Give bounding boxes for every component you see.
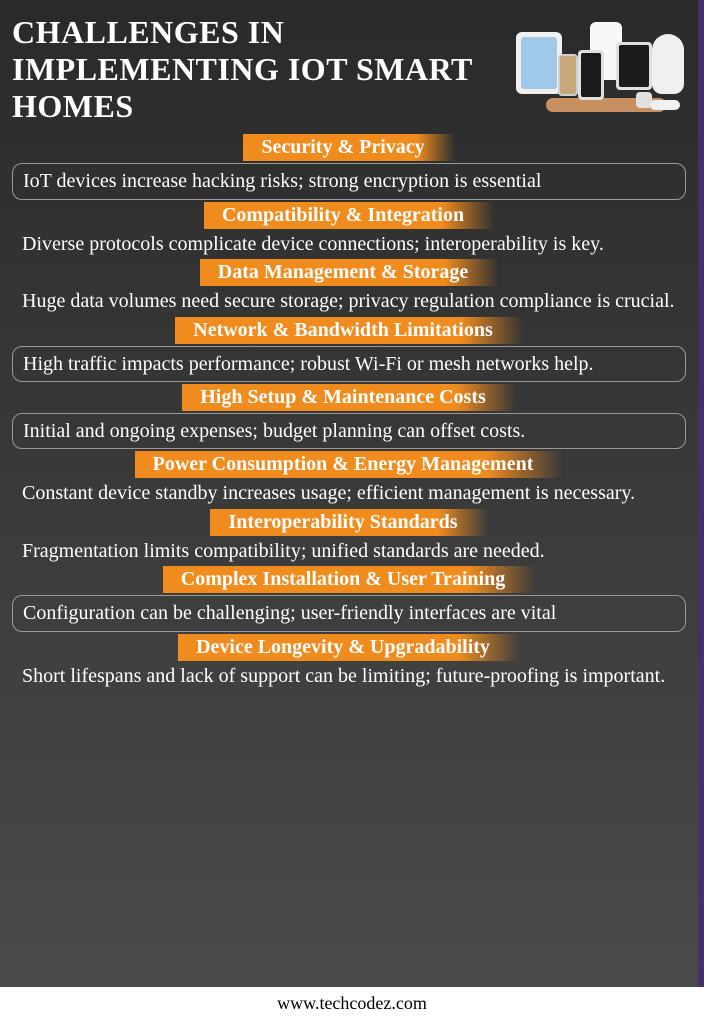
iot-devices-illustration <box>516 14 686 119</box>
challenge-item: Power Consumption & Energy ManagementCon… <box>12 451 686 508</box>
challenge-list: Security & PrivacyIoT devices increase h… <box>12 134 686 979</box>
challenge-heading: Device Longevity & Upgradability <box>178 634 520 661</box>
challenge-item: Data Management & StorageHuge data volum… <box>12 259 686 316</box>
page-title: CHALLENGES IN IMPLEMENTING IOT SMART HOM… <box>12 14 508 124</box>
challenge-description: High traffic impacts performance; robust… <box>12 346 686 382</box>
challenge-item: Complex Installation & User TrainingConf… <box>12 566 686 633</box>
challenge-item: Compatibility & IntegrationDiverse proto… <box>12 202 686 259</box>
header: CHALLENGES IN IMPLEMENTING IOT SMART HOM… <box>12 14 686 124</box>
challenge-heading: Data Management & Storage <box>200 259 499 286</box>
challenge-description: Huge data volumes need secure storage; p… <box>12 288 686 314</box>
challenge-item: Network & Bandwidth LimitationsHigh traf… <box>12 317 686 384</box>
main-panel: CHALLENGES IN IMPLEMENTING IOT SMART HOM… <box>0 0 704 987</box>
challenge-heading: Compatibility & Integration <box>204 202 494 229</box>
challenge-heading: Power Consumption & Energy Management <box>135 451 564 478</box>
footer-url: www.techcodez.com <box>0 987 704 1024</box>
challenge-heading: Complex Installation & User Training <box>163 566 535 593</box>
challenge-heading: High Setup & Maintenance Costs <box>182 384 516 411</box>
challenge-heading: Security & Privacy <box>243 134 454 161</box>
challenge-description: Diverse protocols complicate device conn… <box>12 231 686 257</box>
challenge-heading: Interoperability Standards <box>210 509 487 536</box>
challenge-item: Interoperability StandardsFragmentation … <box>12 509 686 566</box>
challenge-description: Short lifespans and lack of support can … <box>12 663 686 689</box>
challenge-description: Configuration can be challenging; user-f… <box>12 595 686 631</box>
challenge-item: High Setup & Maintenance CostsInitial an… <box>12 384 686 451</box>
challenge-description: IoT devices increase hacking risks; stro… <box>12 163 686 199</box>
challenge-description: Fragmentation limits compatibility; unif… <box>12 538 686 564</box>
challenge-description: Initial and ongoing expenses; budget pla… <box>12 413 686 449</box>
challenge-item: Device Longevity & UpgradabilityShort li… <box>12 634 686 691</box>
challenge-item: Security & PrivacyIoT devices increase h… <box>12 134 686 201</box>
challenge-heading: Network & Bandwidth Limitations <box>175 317 522 344</box>
challenge-description: Constant device standby increases usage;… <box>12 480 686 506</box>
